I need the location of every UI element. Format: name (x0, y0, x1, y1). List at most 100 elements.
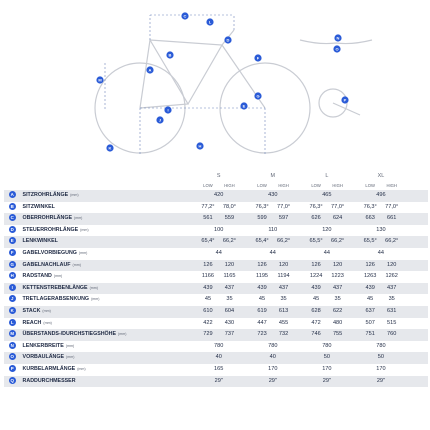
row-marker-icon: K (4, 305, 21, 318)
row-marker-badge: H (8, 272, 16, 280)
value-cell: 480 (332, 319, 343, 326)
value-cell: 35 (280, 296, 287, 303)
row-gap (294, 190, 306, 202)
value-cell: 760 (380, 329, 403, 341)
low-label: LOW (365, 183, 375, 188)
diagram-marker-e: E (240, 102, 248, 110)
row-label-text: VORBAULÄNGE (22, 354, 65, 361)
row-gap (240, 282, 252, 295)
row-gap (348, 190, 360, 202)
row-gap (240, 236, 252, 248)
table-row: P KURBELARMLÄNGE (mm) 165 170 170 170 (4, 364, 428, 376)
row-end (402, 352, 428, 364)
diagram-marker-m: M (96, 76, 104, 84)
value-cell: 437 (272, 282, 295, 295)
row-label: LENKWINKEL (20, 236, 187, 248)
row-unit: (mm) (53, 274, 63, 279)
row-marker-badge: E (8, 237, 16, 245)
row-end (402, 282, 428, 295)
value-cell: 50 (305, 352, 349, 364)
value-cell: 437 (380, 282, 403, 295)
table-row: J TRETLAGERABSENKUNG (mm) 45 35 45 35 45 35 45 35 (4, 294, 428, 306)
header-spacer (21, 181, 187, 190)
row-gap (294, 318, 305, 330)
row-end (402, 329, 428, 341)
header-gap (348, 181, 359, 190)
value-cell: 624 (326, 213, 349, 225)
value-cell: 126 (359, 259, 381, 272)
value-cell: 637 (359, 305, 381, 318)
value-cell: 120 (326, 259, 349, 272)
value-cell: 780 (268, 342, 278, 349)
row-gap (348, 294, 359, 306)
value-cell: 737 (218, 329, 241, 341)
table-row: E LENKWINKEL 65,4° 66,2° 65,4° 66,2° 65,5° 66,2… (4, 236, 428, 248)
row-unit: (mm) (78, 250, 88, 255)
row-gap (240, 375, 252, 388)
row-gap (240, 190, 252, 202)
row-gap (294, 352, 306, 364)
row-marker-icon: C (4, 213, 21, 225)
table-row: O VORBAULÄNGE (mm) 40 40 50 50 (4, 352, 428, 364)
row-label-text: OBERROHRLÄNGE (22, 215, 72, 222)
value-cell: 751 (359, 329, 381, 341)
row-gap (348, 352, 360, 364)
header-spacer (21, 171, 187, 181)
diagram-marker-j: J (156, 116, 164, 124)
row-gap (294, 213, 306, 225)
value-cell: 626 (305, 213, 327, 225)
row-gap (186, 305, 198, 318)
value-cell: 663 (359, 213, 381, 225)
value-cell: 631 (380, 305, 403, 318)
row-label: STEUERROHRLÄNGE (mm) (21, 225, 187, 237)
svg-text:O: O (335, 47, 338, 52)
value-cell: 65,4° (197, 236, 219, 248)
row-gap (294, 236, 306, 248)
high-label: HIGH (332, 183, 343, 188)
table-row: K STACK (mm) 610 604 619 613 628 622 637 631 (4, 305, 428, 318)
row-end (402, 190, 428, 202)
row-marker-icon: B (4, 202, 21, 214)
value-cell: 1262 (385, 273, 398, 280)
value-cell: 661 (380, 213, 403, 225)
value-cell: 76,3° (309, 203, 323, 210)
row-end (402, 202, 428, 214)
row-marker-badge: K (8, 306, 16, 314)
table-row: C OBERROHRLÄNGE (mm) 561 559 599 597 626 624 663 6… (4, 213, 428, 225)
low-label: LOW (311, 183, 321, 188)
svg-text:M: M (98, 78, 102, 83)
row-gap (294, 294, 305, 306)
svg-text:L: L (209, 20, 212, 25)
value-cell: 1223 (331, 273, 344, 280)
row-unit: (mm) (42, 308, 51, 313)
row-label: SITZWINKEL (21, 202, 187, 214)
row-gap (348, 236, 360, 248)
value-cell: 35 (334, 296, 341, 303)
value-cell: 437 (326, 282, 349, 295)
header-gap (348, 171, 359, 181)
value-cell: 1194 (277, 273, 290, 280)
row-gap (240, 352, 252, 364)
row-gap (348, 259, 360, 272)
row-gap (186, 318, 197, 330)
value-cell: 507 (365, 319, 375, 326)
value-cell: 559 (218, 213, 241, 225)
row-gap (294, 375, 306, 388)
header-gap (186, 181, 197, 190)
diagram-marker-g: G (254, 92, 262, 100)
row-label-text: GABELNACHLAUF (22, 261, 71, 268)
row-gap (186, 202, 197, 214)
diagram-marker-l: L (206, 18, 214, 26)
row-end (402, 259, 428, 272)
value-cell: 610 (197, 305, 219, 318)
row-label-text: STACK (22, 307, 41, 314)
value-cell: 66,2° (272, 236, 295, 248)
high-label: HIGH (386, 183, 397, 188)
row-marker-icon: O (4, 352, 21, 364)
value-cell: 1195 (256, 273, 269, 280)
diagram-marker-b: B (166, 51, 174, 59)
value-cell: 50 (359, 352, 403, 364)
row-marker-badge: P (8, 364, 16, 372)
row-gap (348, 248, 359, 260)
row-marker-icon: A (4, 190, 21, 202)
